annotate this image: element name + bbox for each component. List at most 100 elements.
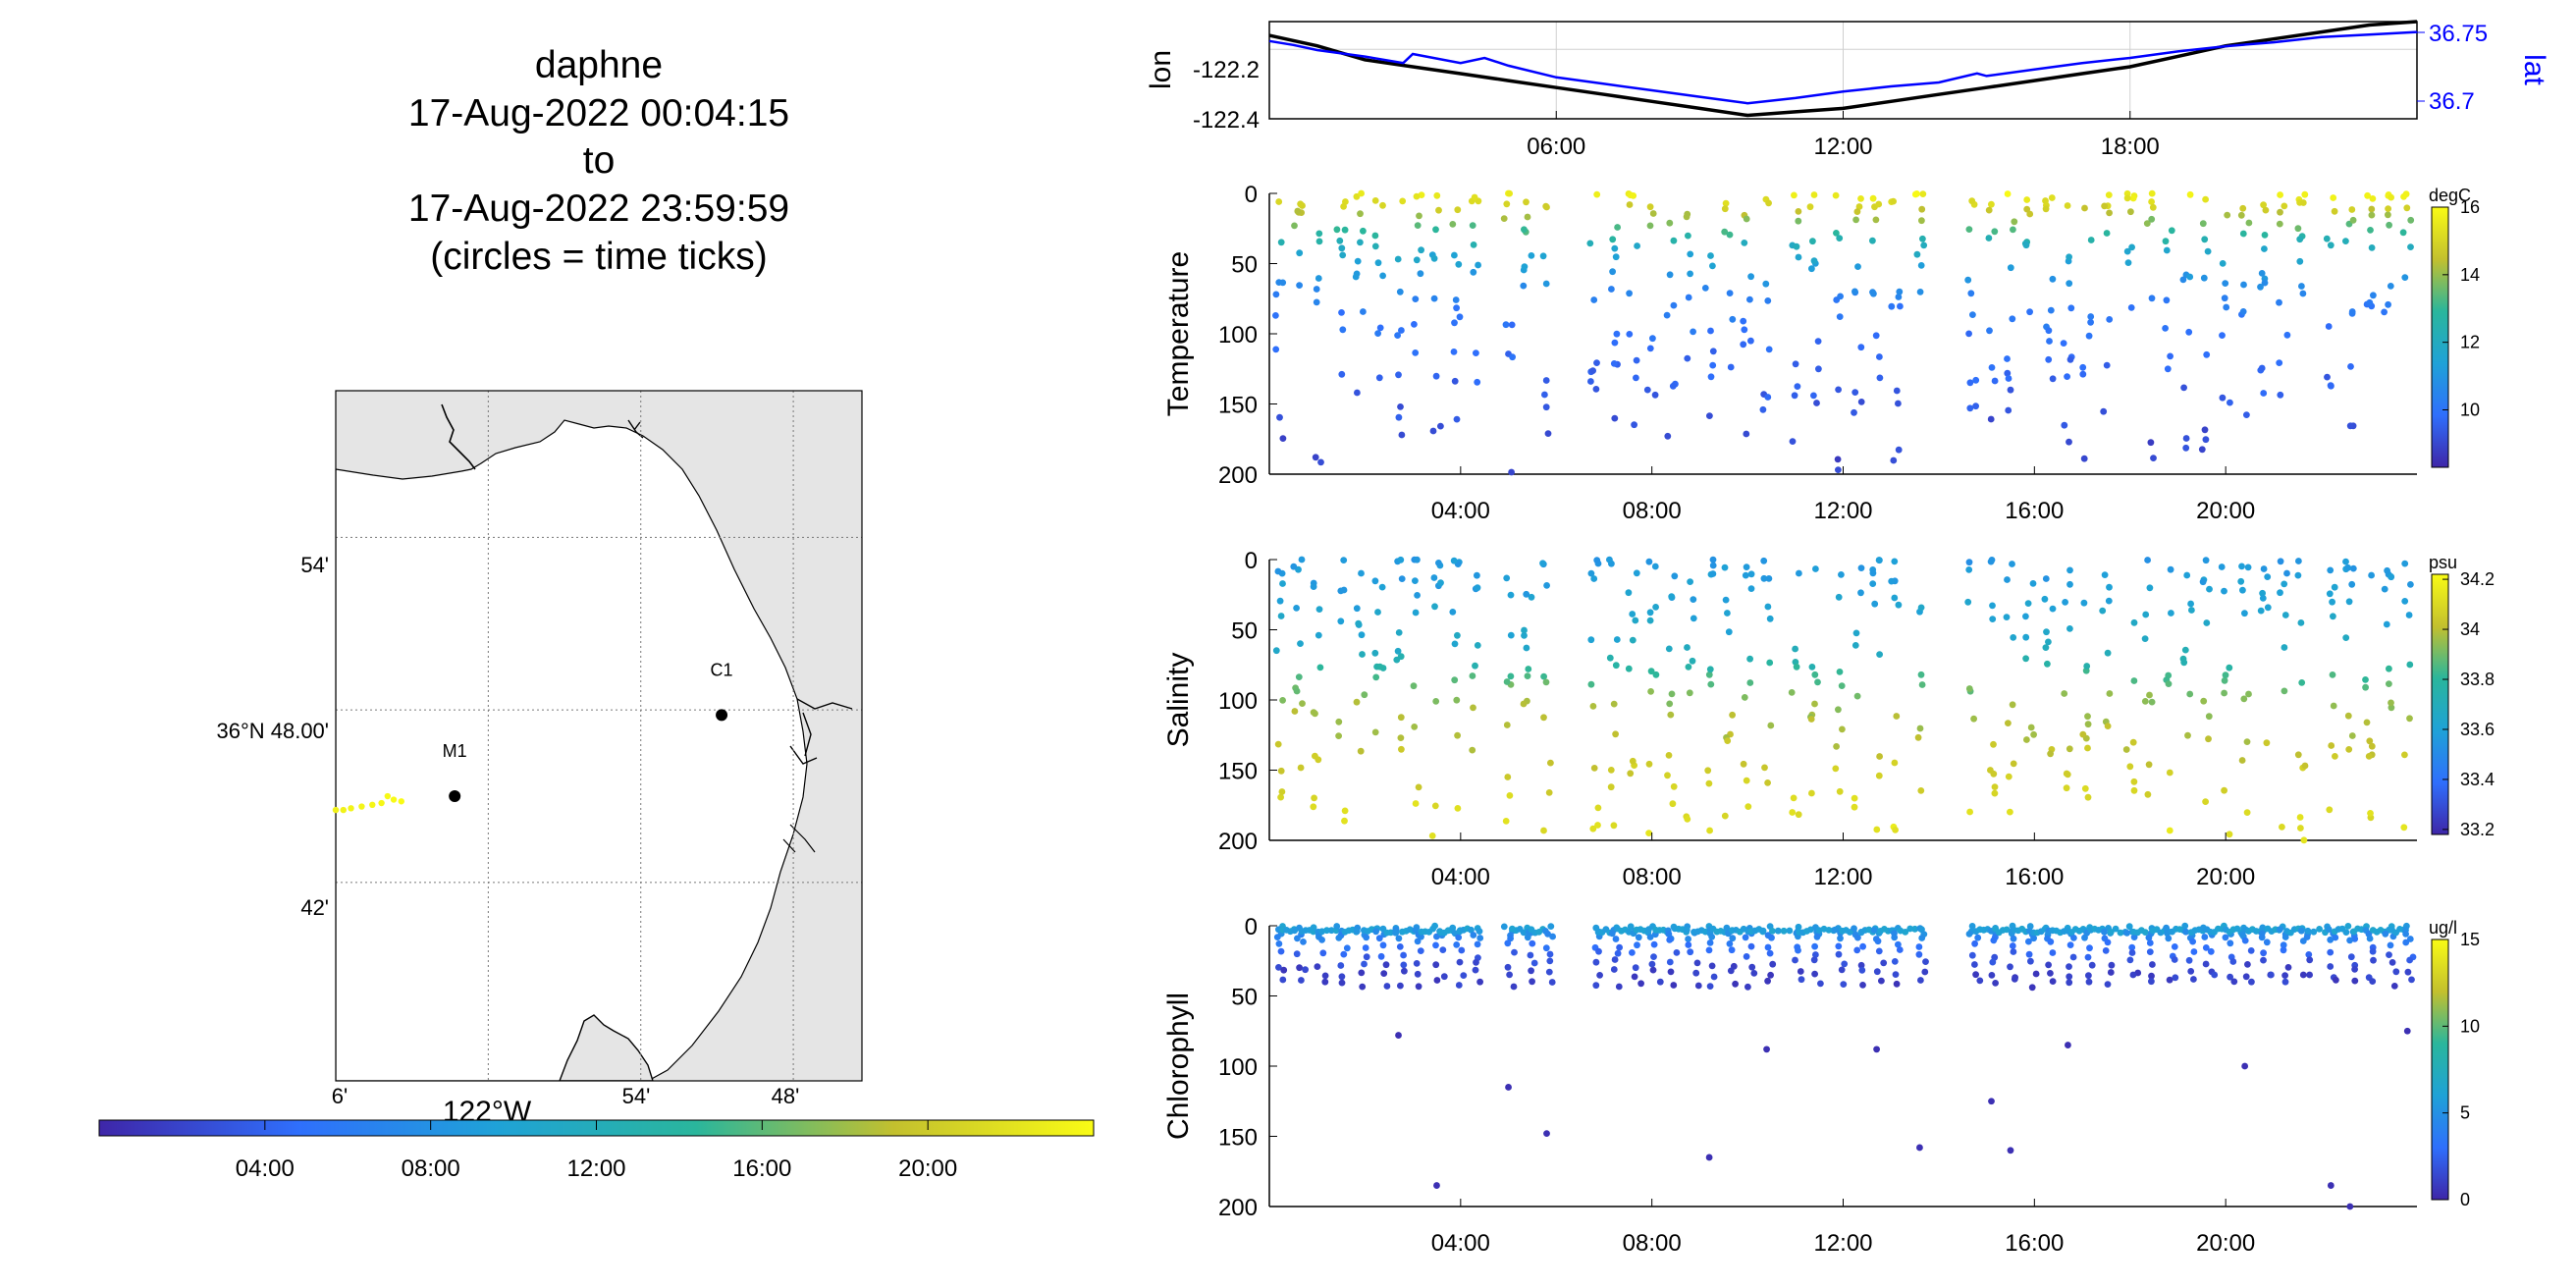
chlorophyll-point [2351,977,2359,985]
temperature-point [1521,263,1529,270]
temperature-point [1964,276,1972,284]
salinity-point [2105,597,2113,605]
salinity-point [1395,629,1403,636]
temperature-point [1352,273,1360,281]
temperature-point [2049,375,2057,383]
temperature-point [2061,421,2068,429]
temperature-point [2023,196,2031,203]
scatter-points [1272,556,2414,844]
chlorophyll-point [1318,937,1325,943]
temperature-point [2007,264,2014,272]
chlorophyll-point [2344,923,2352,930]
chlorophyll-point [2128,949,2136,956]
salinity-point [1474,584,1481,592]
chlorophyll-point [1543,1130,1550,1138]
salinity-point [1891,759,1899,767]
salinity-point [1277,613,1285,619]
chlorophyll-point [2201,934,2209,940]
chlorophyll-point [1468,926,1475,934]
salinity-point [2081,784,2089,792]
temperature-point [1452,296,1460,303]
temperature-point [1869,237,1876,244]
temperature-point [2004,190,2012,197]
chlorophyll-point [1529,978,1535,986]
chlorophyll-point [2165,935,2173,942]
salinity-point [1528,593,1535,601]
chlorophyll-point [1327,927,1335,935]
salinity-point [2010,760,2017,768]
temperature-point [1275,198,1283,205]
salinity-point [1625,665,1633,672]
temperature-point [2143,220,2151,228]
temperature-point [1917,262,1925,269]
temperature-point [2163,296,2171,304]
temperature-point [2182,435,2190,442]
temperature-point [2281,202,2288,210]
salinity-point [2257,607,2265,615]
chlorophyll-point [1500,923,1508,931]
temperature-point [1707,327,1714,335]
salinity-point [2349,564,2357,572]
salinity-point [1521,632,1528,639]
salinity-point [2130,786,2138,794]
salinity-point [1454,805,1462,812]
chlorophyll-point [2171,956,2178,963]
salinity-point [1629,757,1637,765]
temperature-point [2186,190,2194,198]
chlorophyll-point [2032,970,2040,978]
salinity-point [1589,703,1597,710]
temperature-point [1988,364,1996,371]
salinity-point [1629,636,1637,644]
salinity-point [1990,770,1998,778]
map-lon-ticks: 6' 54' 48' [332,1084,800,1108]
chlorophyll-point [1363,953,1370,961]
chlorophyll-point [1685,941,1692,948]
salinity-point [1411,724,1419,730]
chlorophyll-point [2149,961,2156,968]
salinity-point [1414,556,1421,564]
chlorophyll-point [1694,982,1702,990]
salinity-point [2142,611,2150,618]
temperature-point [2342,238,2349,245]
panel-y-tick-label: 200 [1218,1195,1258,1221]
temperature-point [1833,230,1840,237]
temperature-point [2203,350,2211,358]
title-line-1: daphne [535,44,663,86]
salinity-point [1397,734,1405,741]
chlorophyll-point [2299,938,2307,944]
salinity-point [1871,600,1879,608]
temperature-point [1991,228,1999,236]
salinity-point [2326,806,2334,814]
temperature-point [1795,217,1802,225]
chlorophyll-point [2332,934,2339,941]
salinity-point [1337,617,1345,625]
salinity-point [1587,636,1595,644]
chlorophyll-point [1337,962,1345,969]
chlorophyll-point [1293,950,1301,958]
chlorophyll-point [2310,928,2318,936]
river-north [441,403,476,470]
salinity-point [1741,694,1748,701]
position-panel: 06:00 12:00 18:00 -122.2 -122.4 36.75 36.7 lon l… [1145,20,2550,160]
chlorophyll-point [2125,923,2133,931]
temperature-point [1869,194,1877,202]
chlorophyll-point [1971,961,1978,968]
temperature-point [1449,221,1457,228]
salinity-point [1372,673,1380,681]
chlorophyll-point [1918,935,1926,941]
chlorophyll-point [2066,973,2073,981]
temperature-point [1371,242,1379,250]
temperature-point [1895,446,1903,454]
chlorophyll-point [1546,950,1554,958]
salinity-point [2329,671,2336,678]
salinity-point [1706,827,1713,834]
panel-y-tick-label: 100 [1218,688,1258,715]
salinity-point [2400,824,2408,832]
chlorophyll-point [2229,958,2237,965]
salinity-point [1353,698,1361,706]
temperature-point [1451,377,1459,385]
temperature-point [2123,247,2131,255]
panel-x-tick-label: 20:00 [2196,864,2255,890]
temperature-point [2047,306,2055,314]
temperature-point [1893,387,1901,395]
